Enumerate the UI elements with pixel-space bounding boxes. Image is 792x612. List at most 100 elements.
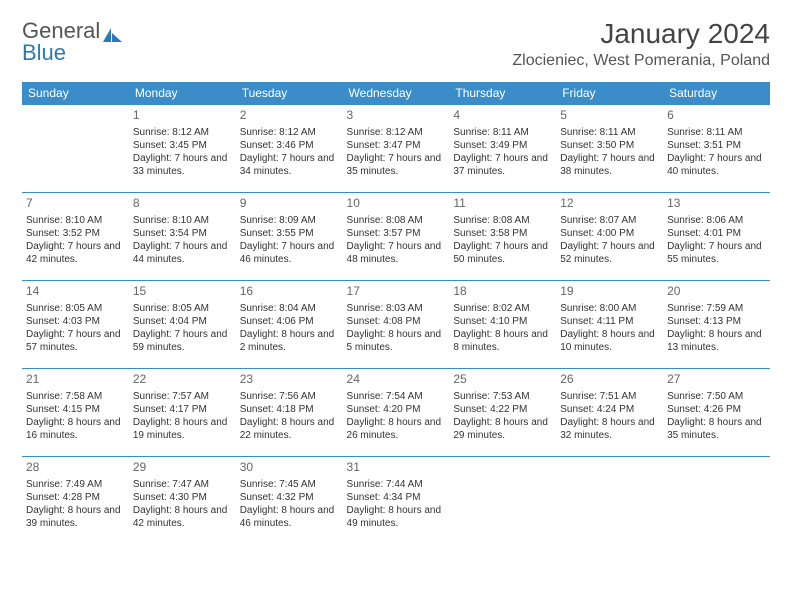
sunset-line: Sunset: 4:20 PM [347, 403, 446, 416]
calendar-cell: 24Sunrise: 7:54 AMSunset: 4:20 PMDayligh… [343, 369, 450, 457]
calendar-cell: 19Sunrise: 8:00 AMSunset: 4:11 PMDayligh… [556, 281, 663, 369]
sunrise-line: Sunrise: 8:12 AM [133, 126, 232, 139]
calendar-cell [556, 457, 663, 545]
day-number: 11 [453, 196, 552, 212]
daylight-line: Daylight: 7 hours and 34 minutes. [240, 152, 339, 178]
daylight-line: Daylight: 8 hours and 49 minutes. [347, 504, 446, 530]
day-number: 9 [240, 196, 339, 212]
calendar-cell: 3Sunrise: 8:12 AMSunset: 3:47 PMDaylight… [343, 105, 450, 193]
daylight-line: Daylight: 8 hours and 2 minutes. [240, 328, 339, 354]
day-number: 7 [26, 196, 125, 212]
sunset-line: Sunset: 4:24 PM [560, 403, 659, 416]
daylight-line: Daylight: 7 hours and 38 minutes. [560, 152, 659, 178]
sunrise-line: Sunrise: 7:44 AM [347, 478, 446, 491]
sunset-line: Sunset: 3:50 PM [560, 139, 659, 152]
calendar-cell: 28Sunrise: 7:49 AMSunset: 4:28 PMDayligh… [22, 457, 129, 545]
daylight-line: Daylight: 7 hours and 46 minutes. [240, 240, 339, 266]
sunrise-line: Sunrise: 7:56 AM [240, 390, 339, 403]
day-number: 22 [133, 372, 232, 388]
dow-header: Saturday [663, 82, 770, 105]
calendar-cell: 16Sunrise: 8:04 AMSunset: 4:06 PMDayligh… [236, 281, 343, 369]
sunset-line: Sunset: 4:15 PM [26, 403, 125, 416]
day-number: 28 [26, 460, 125, 476]
day-number: 3 [347, 108, 446, 124]
calendar-week: 21 Sunrise: 7:58 AMSunset: 4:15 PM Dayligh… [22, 369, 770, 457]
day-number: 24 [347, 372, 446, 388]
logo-sail-icon-2 [101, 26, 125, 44]
calendar-cell: 14Sunrise: 8:05 AMSunset: 4:03 PMDayligh… [22, 281, 129, 369]
calendar-cell: 15Sunrise: 8:05 AMSunset: 4:04 PMDayligh… [129, 281, 236, 369]
sunset-line: Sunset: 4:22 PM [453, 403, 552, 416]
calendar-cell: 27Sunrise: 7:50 AMSunset: 4:26 PMDayligh… [663, 369, 770, 457]
day-number: 18 [453, 284, 552, 300]
calendar-cell: 17Sunrise: 8:03 AMSunset: 4:08 PMDayligh… [343, 281, 450, 369]
calendar-cell: 31Sunrise: 7:44 AMSunset: 4:34 PMDayligh… [343, 457, 450, 545]
calendar-cell: 9 Sunrise: 8:09 AMSunset: 3:55 PMDaylight… [236, 193, 343, 281]
day-number: 2 [240, 108, 339, 124]
sunrise-line: Sunrise: 8:03 AM [347, 302, 446, 315]
calendar-cell: 22Sunrise: 7:57 AMSunset: 4:17 PMDayligh… [129, 369, 236, 457]
sunset-line: Sunset: 3:49 PM [453, 139, 552, 152]
calendar-cell: 26Sunrise: 7:51 AMSunset: 4:24 PMDayligh… [556, 369, 663, 457]
calendar-cell: 25Sunrise: 7:53 AMSunset: 4:22 PMDayligh… [449, 369, 556, 457]
dow-header: Friday [556, 82, 663, 105]
sunset-line: Sunset: 3:54 PM [133, 227, 232, 240]
calendar-head: SundayMondayTuesdayWednesdayThursdayFrid… [22, 82, 770, 105]
sunrise-line: Sunrise: 8:09 AM [240, 214, 339, 227]
sunset-line: Sunset: 4:17 PM [133, 403, 232, 416]
calendar-body: 1Sunrise: 8:12 AMSunset: 3:45 PMDaylight… [22, 105, 770, 545]
sunrise-line: Sunrise: 7:47 AM [133, 478, 232, 491]
daylight-line: Daylight: 7 hours and 40 minutes. [667, 152, 766, 178]
calendar-cell: 13Sunrise: 8:06 AMSunset: 4:01 PMDayligh… [663, 193, 770, 281]
sunset-line: Sunset: 4:08 PM [347, 315, 446, 328]
sunrise-line: Sunrise: 7:54 AM [347, 390, 446, 403]
daylight-line: Daylight: 8 hours and 32 minutes. [560, 416, 659, 442]
daylight-line: Daylight: 8 hours and 8 minutes. [453, 328, 552, 354]
calendar-cell: 5Sunrise: 8:11 AMSunset: 3:50 PMDaylight… [556, 105, 663, 193]
sunrise-line: Sunrise: 8:02 AM [453, 302, 552, 315]
sunrise-line: Sunrise: 8:05 AM [26, 302, 125, 315]
sunrise-line: Sunrise: 8:05 AM [133, 302, 232, 315]
day-number: 21 [26, 372, 125, 388]
day-number: 13 [667, 196, 766, 212]
sunset-line: Sunset: 3:52 PM [26, 227, 125, 240]
calendar-cell: 23Sunrise: 7:56 AMSunset: 4:18 PMDayligh… [236, 369, 343, 457]
calendar-cell: 2Sunrise: 8:12 AMSunset: 3:46 PMDaylight… [236, 105, 343, 193]
daylight-line: Daylight: 7 hours and 44 minutes. [133, 240, 232, 266]
sunrise-line: Sunrise: 8:04 AM [240, 302, 339, 315]
sunrise-line: Sunrise: 7:58 AM [26, 390, 125, 403]
sunrise-line: Sunrise: 8:11 AM [560, 126, 659, 139]
day-number: 29 [133, 460, 232, 476]
daylight-line: Daylight: 7 hours and 42 minutes. [26, 240, 125, 266]
calendar-table: SundayMondayTuesdayWednesdayThursdayFrid… [22, 82, 770, 545]
daylight-line: Daylight: 7 hours and 33 minutes. [133, 152, 232, 178]
sunset-line: Sunset: 3:58 PM [453, 227, 552, 240]
daylight-line: Daylight: 8 hours and 5 minutes. [347, 328, 446, 354]
sunset-line: Sunset: 4:00 PM [560, 227, 659, 240]
daylight-line: Daylight: 7 hours and 37 minutes. [453, 152, 552, 178]
daylight-line: Daylight: 7 hours and 59 minutes. [133, 328, 232, 354]
sunset-line: Sunset: 4:26 PM [667, 403, 766, 416]
sunset-line: Sunset: 4:30 PM [133, 491, 232, 504]
calendar-cell: 12Sunrise: 8:07 AMSunset: 4:00 PMDayligh… [556, 193, 663, 281]
sunrise-line: Sunrise: 8:11 AM [453, 126, 552, 139]
sunrise-line: Sunrise: 7:57 AM [133, 390, 232, 403]
day-number: 10 [347, 196, 446, 212]
calendar-cell: 10Sunrise: 8:08 AMSunset: 3:57 PMDayligh… [343, 193, 450, 281]
sunrise-line: Sunrise: 8:07 AM [560, 214, 659, 227]
dow-header: Thursday [449, 82, 556, 105]
sunrise-line: Sunrise: 7:49 AM [26, 478, 125, 491]
dow-header: Sunday [22, 82, 129, 105]
calendar-cell [449, 457, 556, 545]
calendar-week: 14Sunrise: 8:05 AMSunset: 4:03 PMDayligh… [22, 281, 770, 369]
day-number: 27 [667, 372, 766, 388]
daylight-line: Daylight: 7 hours and 55 minutes. [667, 240, 766, 266]
daylight-line: Daylight: 8 hours and 46 minutes. [240, 504, 339, 530]
sunrise-line: Sunrise: 7:50 AM [667, 390, 766, 403]
day-number: 1 [133, 108, 232, 124]
calendar-cell: 30Sunrise: 7:45 AMSunset: 4:32 PMDayligh… [236, 457, 343, 545]
location-text: Zlocieniec, West Pomerania, Poland [512, 52, 770, 70]
sunset-line: Sunset: 3:55 PM [240, 227, 339, 240]
sunrise-line: Sunrise: 7:53 AM [453, 390, 552, 403]
calendar-cell [663, 457, 770, 545]
